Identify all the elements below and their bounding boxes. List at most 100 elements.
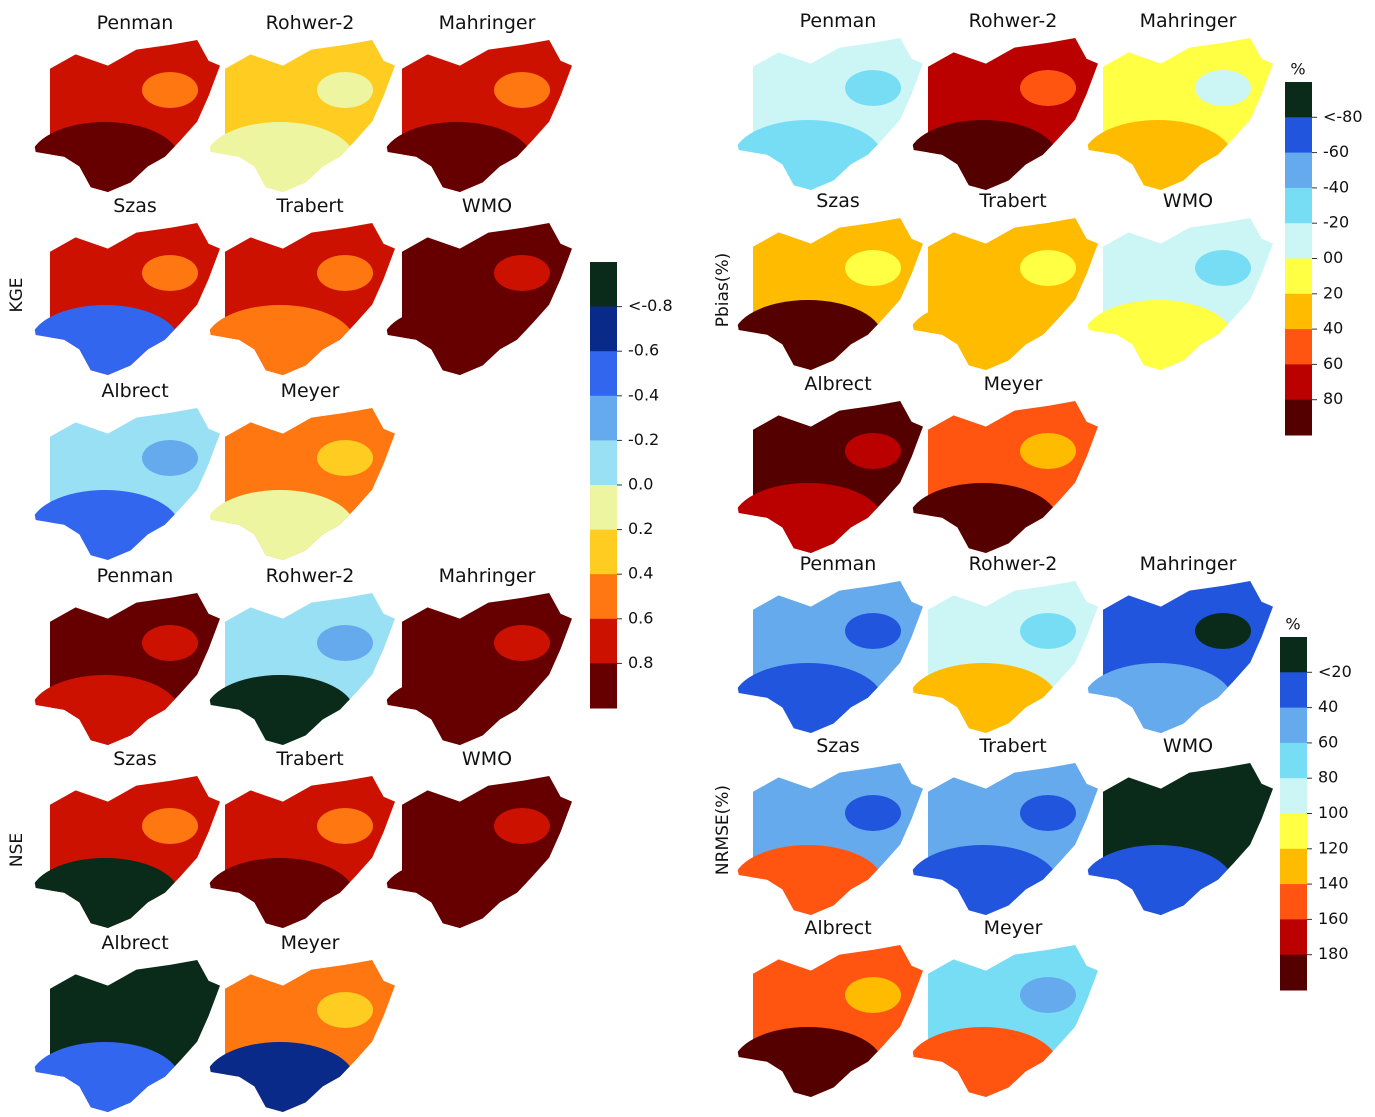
map-region <box>908 300 1058 376</box>
map-title: WMO <box>462 748 512 770</box>
map-title: Penman <box>97 12 174 34</box>
colorbar-label: -60 <box>1323 142 1349 161</box>
map <box>30 40 220 200</box>
map-title: Szas <box>816 190 860 212</box>
colorbar-label: <-80 <box>1323 107 1363 126</box>
colorbar-segment <box>590 262 617 307</box>
map <box>733 401 923 561</box>
map-region <box>1020 613 1076 649</box>
map <box>205 960 395 1113</box>
map-region <box>845 613 901 649</box>
map-region <box>494 808 550 844</box>
map-region <box>317 440 373 476</box>
map-title: Szas <box>816 735 860 757</box>
colorbar-label: 80 <box>1323 389 1343 408</box>
map-region <box>908 663 1058 739</box>
map <box>908 945 1098 1105</box>
map-title: Mahringer <box>1140 10 1237 32</box>
colorbar-segment <box>590 351 617 396</box>
colorbar-segment <box>590 619 617 664</box>
colorbar-label: <20 <box>1318 662 1352 681</box>
map-region <box>1195 70 1251 106</box>
colorbar-segment <box>1280 672 1307 708</box>
map-region <box>142 625 198 661</box>
map-title: Meyer <box>984 373 1043 395</box>
map-title: Rohwer-2 <box>266 12 355 34</box>
map-region <box>733 1027 883 1103</box>
map-title: Rohwer-2 <box>969 553 1058 575</box>
map-title: Meyer <box>281 380 340 402</box>
figure: KGEPenmanRohwer-2MahringerSzasTrabertWMO… <box>0 0 1375 1113</box>
colorbar-segment <box>1285 82 1312 118</box>
colorbar-segment <box>1280 884 1307 920</box>
map-region <box>1083 120 1233 196</box>
colorbar-segment <box>1280 708 1307 744</box>
colorbar-label: -0.2 <box>628 430 659 449</box>
map <box>1083 38 1273 198</box>
map-title: Szas <box>113 748 157 770</box>
map-title: Trabert <box>275 748 343 770</box>
map-title: Albrect <box>804 917 871 939</box>
map-region <box>845 977 901 1013</box>
colorbar-segment <box>1280 919 1307 955</box>
colorbar-segment <box>1285 294 1312 330</box>
colorbar-label: -0.4 <box>628 385 659 404</box>
map <box>30 223 220 383</box>
map-region <box>205 305 355 381</box>
map-region <box>1083 845 1233 921</box>
map-region <box>30 122 180 198</box>
map <box>205 776 395 936</box>
map <box>733 581 923 741</box>
map <box>733 945 923 1105</box>
map <box>908 763 1098 923</box>
map-region <box>494 255 550 291</box>
colorbar-unit: % <box>1290 60 1305 79</box>
map-title: Albrect <box>101 380 168 402</box>
map-title: Penman <box>800 10 877 32</box>
colorbar-segment <box>1285 188 1312 224</box>
colorbar-segment <box>1280 955 1307 991</box>
map <box>205 223 395 383</box>
colorbar-label: 20 <box>1323 283 1343 302</box>
colorbar-segment <box>1285 117 1312 153</box>
map-region <box>205 675 355 751</box>
map-region <box>1020 250 1076 286</box>
map-title: Rohwer-2 <box>969 10 1058 32</box>
map-region <box>205 490 355 566</box>
map-region <box>30 858 180 934</box>
map-region <box>317 625 373 661</box>
colorbar-label: -20 <box>1323 213 1349 232</box>
map-region <box>1195 613 1251 649</box>
map-region <box>733 300 883 376</box>
map-region <box>733 845 883 921</box>
map-region <box>317 992 373 1028</box>
map-region <box>845 795 901 831</box>
map-region <box>908 483 1058 559</box>
map <box>733 218 923 378</box>
colorbar-label: 160 <box>1318 909 1349 928</box>
map-region <box>845 70 901 106</box>
map-region <box>205 122 355 198</box>
map-title: WMO <box>462 195 512 217</box>
map-region <box>142 72 198 108</box>
map-region <box>142 440 198 476</box>
map-title: WMO <box>1163 735 1213 757</box>
map <box>1083 581 1273 741</box>
map-region <box>142 255 198 291</box>
map <box>733 763 923 923</box>
row-label: NRMSE(%) <box>713 785 733 875</box>
colorbar-segment <box>1280 814 1307 850</box>
map-title: Penman <box>97 565 174 587</box>
colorbar-label: 40 <box>1318 697 1338 716</box>
map-title: Penman <box>800 553 877 575</box>
colorbar-label: 0.4 <box>628 564 653 583</box>
map <box>382 223 572 383</box>
colorbar-segment <box>590 485 617 530</box>
map-region <box>317 255 373 291</box>
map-region <box>382 122 532 198</box>
colorbar-label: 0.0 <box>628 475 653 494</box>
map-region <box>30 490 180 566</box>
map <box>1083 763 1273 923</box>
colorbar-segment <box>1285 259 1312 295</box>
map-region <box>30 675 180 751</box>
